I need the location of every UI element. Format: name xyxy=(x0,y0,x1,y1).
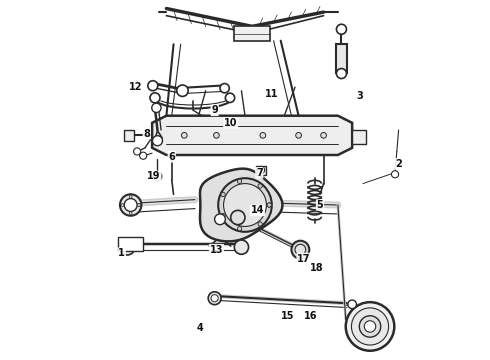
Circle shape xyxy=(392,171,398,178)
Circle shape xyxy=(215,214,225,225)
Circle shape xyxy=(225,93,235,103)
Circle shape xyxy=(134,148,141,155)
Text: 19: 19 xyxy=(147,171,161,181)
Text: 8: 8 xyxy=(144,129,150,139)
Text: 17: 17 xyxy=(297,253,311,264)
Circle shape xyxy=(221,213,225,218)
Text: 4: 4 xyxy=(197,323,204,333)
Circle shape xyxy=(260,132,266,138)
Circle shape xyxy=(295,244,306,255)
Circle shape xyxy=(138,203,140,206)
Circle shape xyxy=(359,316,381,337)
Circle shape xyxy=(321,132,326,138)
Polygon shape xyxy=(118,237,143,251)
Circle shape xyxy=(296,132,301,138)
Circle shape xyxy=(234,240,248,254)
Text: 5: 5 xyxy=(317,200,323,210)
Circle shape xyxy=(153,172,162,181)
Circle shape xyxy=(119,239,135,255)
Circle shape xyxy=(267,203,271,207)
Text: 11: 11 xyxy=(265,89,278,99)
Circle shape xyxy=(123,243,131,251)
Text: 7: 7 xyxy=(256,168,263,178)
Circle shape xyxy=(138,203,140,206)
Circle shape xyxy=(140,152,147,159)
Circle shape xyxy=(177,85,188,96)
Circle shape xyxy=(221,192,225,197)
Circle shape xyxy=(238,179,242,184)
Circle shape xyxy=(214,132,220,138)
Text: 3: 3 xyxy=(356,91,363,101)
Polygon shape xyxy=(152,116,352,155)
Text: 9: 9 xyxy=(211,105,218,115)
Circle shape xyxy=(258,184,262,188)
Circle shape xyxy=(218,178,272,232)
Circle shape xyxy=(148,81,158,91)
Circle shape xyxy=(129,212,132,215)
Polygon shape xyxy=(336,44,347,73)
Circle shape xyxy=(152,136,163,146)
Text: 6: 6 xyxy=(169,152,175,162)
Circle shape xyxy=(238,226,242,231)
Circle shape xyxy=(231,210,245,225)
Circle shape xyxy=(364,321,376,332)
Circle shape xyxy=(258,222,262,226)
Circle shape xyxy=(211,295,218,302)
Circle shape xyxy=(181,132,187,138)
Circle shape xyxy=(129,195,132,198)
Text: 13: 13 xyxy=(210,245,223,255)
Circle shape xyxy=(267,203,271,207)
Text: 2: 2 xyxy=(395,159,402,169)
Text: 10: 10 xyxy=(224,118,238,128)
Circle shape xyxy=(337,24,346,34)
Circle shape xyxy=(223,184,267,226)
Circle shape xyxy=(124,199,137,211)
Circle shape xyxy=(150,93,160,103)
Polygon shape xyxy=(200,168,283,241)
Circle shape xyxy=(121,203,124,206)
Polygon shape xyxy=(123,130,134,141)
Circle shape xyxy=(258,166,265,174)
Polygon shape xyxy=(352,130,367,144)
Text: 12: 12 xyxy=(129,82,143,92)
Circle shape xyxy=(348,300,356,309)
Circle shape xyxy=(152,103,161,112)
Polygon shape xyxy=(234,26,270,41)
Circle shape xyxy=(208,292,221,305)
Circle shape xyxy=(120,194,142,216)
Circle shape xyxy=(220,84,229,93)
Circle shape xyxy=(337,68,346,78)
Text: 1: 1 xyxy=(119,248,125,258)
Circle shape xyxy=(292,241,309,258)
Text: 15: 15 xyxy=(281,311,294,321)
Polygon shape xyxy=(256,166,267,175)
Text: 18: 18 xyxy=(310,262,323,273)
Text: 16: 16 xyxy=(304,311,318,321)
Text: 14: 14 xyxy=(251,205,264,215)
Circle shape xyxy=(351,308,389,345)
Circle shape xyxy=(346,302,394,351)
